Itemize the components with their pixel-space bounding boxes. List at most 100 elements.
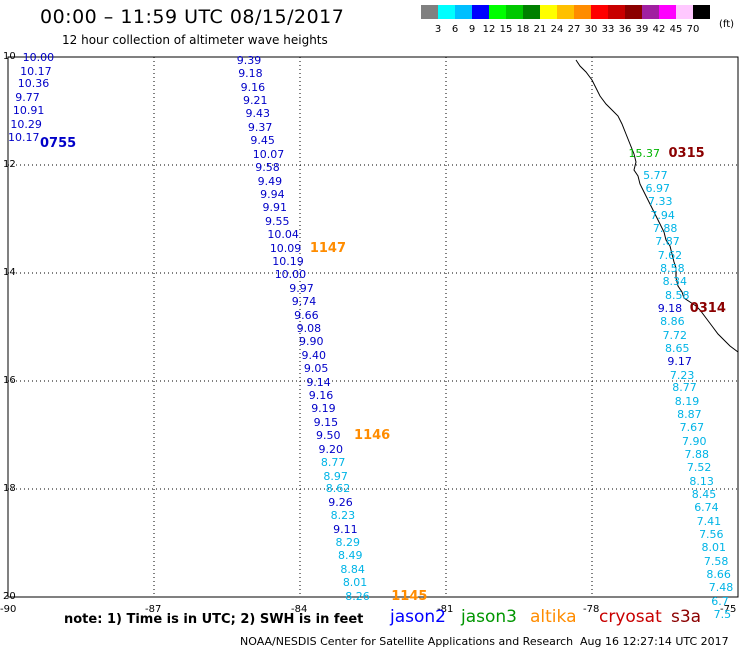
legend-level: 21 xyxy=(533,24,547,35)
wave-height-value: 10.09 xyxy=(269,241,302,255)
satellite-name-s3a: s3a xyxy=(671,607,702,627)
wave-height-value: 9.90 xyxy=(299,335,324,349)
legend-swatch xyxy=(625,5,642,19)
legend-swatch xyxy=(642,5,659,19)
wave-height-value: 9.49 xyxy=(257,174,283,188)
wave-height-value: 9.97 xyxy=(289,281,314,295)
lat-label: 20 xyxy=(3,591,16,602)
wave-height-value: 8.58 xyxy=(660,262,685,276)
lon-label: -90 xyxy=(0,604,17,615)
wave-height-value: 9.45 xyxy=(250,134,275,148)
wave-height-value: 10.04 xyxy=(267,228,299,242)
legend-swatch xyxy=(591,5,608,19)
wave-height-value: 8.01 xyxy=(701,541,727,555)
wave-height-value: 8.29 xyxy=(335,536,361,550)
legend-level: 36 xyxy=(618,24,632,35)
wave-height-value: 8.86 xyxy=(660,315,685,329)
lat-label: 16 xyxy=(3,375,16,386)
wave-height-value: 9.66 xyxy=(294,308,319,322)
lat-label: 14 xyxy=(3,267,16,278)
wave-height-value: 9.16 xyxy=(240,80,266,94)
wave-height-value: 9.18 xyxy=(238,67,263,81)
wave-height-value: 9.58 xyxy=(255,161,280,175)
wave-height-value: 9.50 xyxy=(316,429,341,442)
lon-label: -87 xyxy=(145,604,162,615)
wave-height-value: 9.43 xyxy=(245,107,270,121)
legend-swatch xyxy=(438,5,455,19)
wave-height-value: 7.87 xyxy=(655,235,680,249)
wave-height-value: 8.19 xyxy=(674,394,700,408)
legend-level: 39 xyxy=(635,24,649,35)
wave-height-value: 8.84 xyxy=(340,562,365,576)
pass-time-label: 1145 xyxy=(391,588,428,604)
satellite-name-jason3: jason3 xyxy=(461,607,517,627)
legend-level: 12 xyxy=(482,24,496,35)
wave-height-value: 10.07 xyxy=(252,147,285,161)
legend-swatch xyxy=(540,5,557,19)
wave-height-value: 8.49 xyxy=(337,549,363,563)
map-frame xyxy=(7,56,739,598)
wave-height-value: 9.20 xyxy=(318,442,343,456)
wave-height-value: 15.37 xyxy=(628,147,661,161)
wave-height-value: 7.23 xyxy=(669,368,695,382)
wave-height-value: 9.18 xyxy=(657,301,683,315)
legend-swatch xyxy=(693,5,710,19)
wave-height-value: 9.55 xyxy=(264,214,290,228)
map-subtitle: 12 hour collection of altimeter wave hei… xyxy=(62,33,328,47)
legend-swatch xyxy=(506,5,523,19)
wave-height-value: 8.65 xyxy=(665,341,690,355)
timestamp: Aug 16 12:27:14 UTC 2017 xyxy=(580,635,729,648)
credit-line: NOAA/NESDIS Center for Satellite Applica… xyxy=(240,635,574,648)
wave-height-value: 9.17 xyxy=(667,355,692,369)
legend-level: 30 xyxy=(584,24,598,35)
wave-height-value: 8.01 xyxy=(342,576,368,590)
wave-height-value: 7.5 xyxy=(713,608,732,622)
wave-height-value: 9.19 xyxy=(311,402,336,415)
lon-label: -84 xyxy=(291,604,308,615)
wave-height-value: 7.72 xyxy=(662,328,688,342)
wave-height-value: 9.94 xyxy=(260,187,285,201)
wave-height-value: 7.88 xyxy=(652,222,678,236)
legend-units: (ft) xyxy=(719,19,735,30)
wave-height-value: 10.17 xyxy=(8,130,40,144)
wave-height-value: 7.33 xyxy=(647,195,673,209)
legend-swatch xyxy=(523,5,540,19)
wave-height-value: 9.14 xyxy=(306,375,331,389)
wave-height-value: 9.77 xyxy=(15,90,40,104)
wave-height-value: 10.19 xyxy=(272,254,304,268)
wave-height-value: 9.37 xyxy=(247,120,273,134)
wave-height-value: 8.26 xyxy=(345,589,370,603)
wave-height-value: 7.94 xyxy=(650,208,675,222)
wave-height-value: 9.11 xyxy=(333,522,358,536)
wave-height-value: 7.56 xyxy=(699,528,724,542)
legend-swatch xyxy=(557,5,574,19)
legend-level: 33 xyxy=(601,24,615,35)
legend-swatch xyxy=(472,5,489,19)
legend-level: 3 xyxy=(434,24,442,35)
wave-height-value: 9.16 xyxy=(308,389,334,403)
wave-height-value: 7.52 xyxy=(686,461,712,475)
wave-height-value: 7.90 xyxy=(682,434,707,448)
wave-height-value: 7.41 xyxy=(696,514,722,528)
lat-label: 10 xyxy=(3,51,16,62)
lat-lon-grid xyxy=(8,57,738,597)
wave-height-value: 7.88 xyxy=(684,448,709,462)
legend-level: 18 xyxy=(516,24,530,35)
lat-label: 18 xyxy=(3,483,16,494)
legend-level: 27 xyxy=(567,24,581,35)
wave-height-value: 8.58 xyxy=(665,288,690,302)
legend-swatch xyxy=(608,5,625,19)
wave-height-value: 7.58 xyxy=(703,554,729,568)
wave-height-value: 8.77 xyxy=(320,456,346,469)
pass-time-label: 0314 xyxy=(689,300,726,316)
legend-level: 70 xyxy=(686,24,700,35)
pass-time-label: 0755 xyxy=(40,135,77,151)
satellite-name-cryosat: cryosat xyxy=(599,607,662,627)
satellite-name-altika: altika xyxy=(530,607,577,627)
wave-height-value: 8.66 xyxy=(706,568,731,582)
wave-height-value: 10.29 xyxy=(10,117,42,131)
wave-height-value: 9.74 xyxy=(291,295,317,309)
legend-level: 42 xyxy=(652,24,666,35)
legend-level: 24 xyxy=(550,24,564,35)
pass-time-label: 1147 xyxy=(309,240,346,256)
